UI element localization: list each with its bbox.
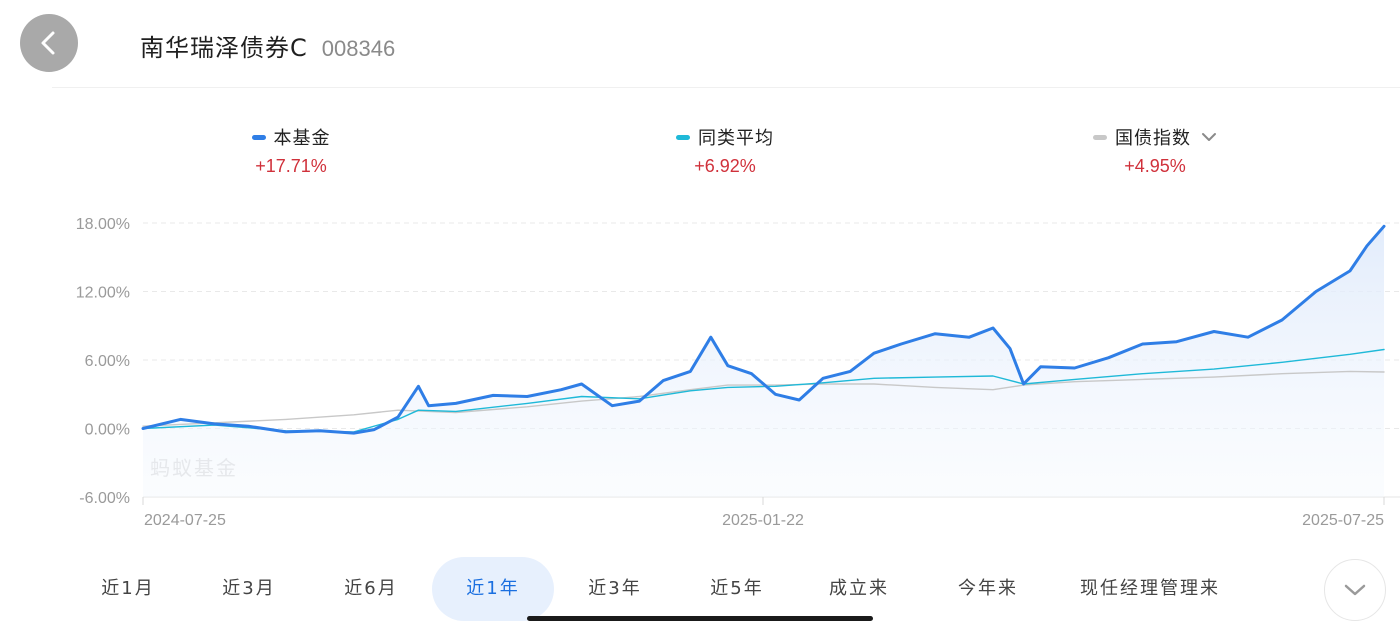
series-line-fund [141, 224, 1386, 435]
tab-year-to-date[interactable]: 今年来 [958, 578, 1018, 599]
legend-value: +6.92% [694, 156, 756, 176]
expand-periods-button[interactable] [1324, 559, 1386, 621]
header-divider [52, 87, 1400, 88]
legend-swatch [1093, 134, 1107, 140]
fund-name: 南华瑞泽债券C [140, 34, 308, 62]
period-tabs: 近1月 近3月 近6月 近1年 近3年 近5年 成立来 今年来 现任经理管理来 [68, 557, 1244, 621]
performance-chart[interactable]: 18.00%12.00%6.00%0.00%-6.00% 蚂蚁基金 2024-0… [0, 200, 1400, 540]
legend-item-peer-average[interactable]: 同类平均 +6.92% [605, 124, 845, 177]
back-button[interactable] [20, 14, 78, 72]
fund-area-fill [143, 226, 1384, 498]
legend-value: +17.71% [255, 156, 327, 176]
y-tick-label: -6.00% [79, 490, 130, 507]
chevron-down-icon [1344, 584, 1366, 596]
x-tick-label: 2024-07-25 [144, 512, 226, 529]
legend-swatch [251, 134, 266, 140]
tab-since-inception[interactable]: 成立来 [829, 578, 889, 599]
legend-value: +4.95% [1124, 156, 1186, 176]
legend-label: 同类平均 [698, 128, 774, 149]
legend-item-benchmark[interactable]: 国债指数 +4.95% [1035, 124, 1275, 177]
legend-item-fund[interactable]: 本基金 +17.71% [171, 124, 411, 177]
y-tick-label: 0.00% [85, 422, 130, 439]
page-title: 南华瑞泽债券C 008346 [140, 28, 395, 63]
legend-label: 本基金 [273, 128, 331, 149]
chevron-down-icon[interactable] [1201, 131, 1217, 143]
tab-1-year[interactable]: 近1年 [432, 557, 554, 621]
y-tick-label: 12.00% [76, 285, 130, 302]
legend-swatch [676, 134, 690, 140]
legend-label: 国债指数 [1115, 128, 1191, 149]
tab-6-months[interactable]: 近6月 [344, 578, 398, 599]
tab-1-month[interactable]: 近1月 [101, 578, 155, 599]
tab-current-manager[interactable]: 现任经理管理来 [1080, 578, 1220, 599]
y-tick-label: 6.00% [85, 353, 130, 370]
home-indicator [527, 616, 873, 621]
tab-3-months[interactable]: 近3月 [222, 578, 276, 599]
series-line-benchmark [142, 370, 1385, 427]
tab-5-years[interactable]: 近5年 [710, 578, 764, 599]
x-tick-label: 2025-01-22 [722, 512, 804, 529]
y-tick-label: 18.00% [76, 216, 130, 233]
tab-3-years[interactable]: 近3年 [588, 578, 642, 599]
chevron-left-icon [41, 31, 55, 55]
fund-code: 008346 [321, 36, 396, 61]
x-tick-label: 2025-07-25 [1302, 512, 1384, 529]
